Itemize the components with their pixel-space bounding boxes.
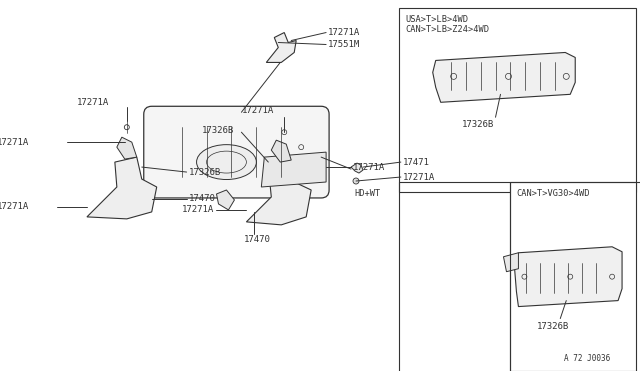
Text: USA>T>LB>4WD: USA>T>LB>4WD [406, 15, 469, 24]
Circle shape [353, 178, 359, 184]
Text: A 72 J0036: A 72 J0036 [564, 355, 610, 363]
Text: CAN>T>LB>Z24>4WD: CAN>T>LB>Z24>4WD [406, 25, 490, 34]
Polygon shape [266, 32, 296, 62]
FancyBboxPatch shape [144, 106, 329, 198]
Text: 17326B: 17326B [189, 167, 221, 177]
Bar [511, 182, 636, 371]
Text: 17271A: 17271A [403, 173, 435, 182]
Polygon shape [504, 253, 518, 272]
Text: 17271A: 17271A [328, 28, 360, 37]
Polygon shape [271, 140, 291, 162]
Text: 17271A: 17271A [77, 98, 109, 107]
Text: 17471: 17471 [403, 158, 429, 167]
Polygon shape [117, 137, 137, 159]
Polygon shape [87, 157, 157, 219]
Ellipse shape [196, 145, 257, 180]
Text: 17551M: 17551M [328, 40, 360, 49]
Polygon shape [246, 160, 311, 225]
Polygon shape [216, 190, 234, 210]
Text: 17271A: 17271A [182, 205, 214, 214]
Text: 17326B: 17326B [536, 322, 568, 331]
Text: 17271A: 17271A [353, 163, 385, 171]
Text: 17326B: 17326B [461, 120, 493, 129]
Text: 17271A: 17271A [241, 106, 274, 115]
Text: 17470: 17470 [243, 235, 270, 244]
Bar [399, 8, 636, 192]
Text: 17271A: 17271A [0, 202, 29, 211]
Polygon shape [351, 163, 363, 173]
Polygon shape [261, 152, 326, 187]
Text: HD+WT: HD+WT [355, 189, 381, 199]
Polygon shape [515, 247, 622, 307]
Polygon shape [433, 52, 575, 102]
Text: 17271A: 17271A [0, 138, 29, 147]
Text: CAN>T>VG30>4WD: CAN>T>VG30>4WD [516, 189, 590, 199]
Text: 17326B: 17326B [202, 126, 234, 135]
Text: 17470: 17470 [189, 195, 216, 203]
